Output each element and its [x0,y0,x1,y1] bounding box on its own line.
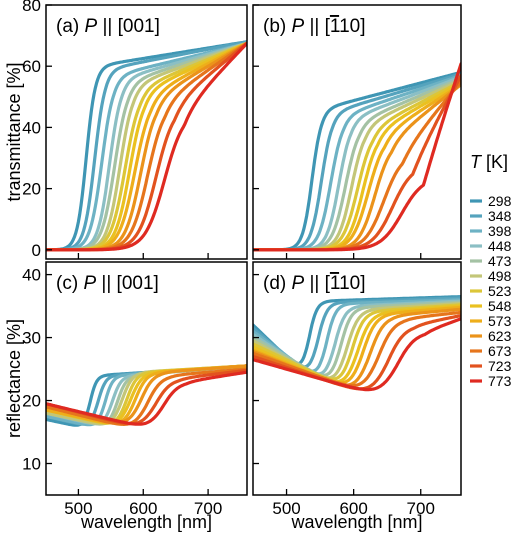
panel-frame-a [45,4,248,260]
x-tick-label-c-600: 600 [129,499,157,518]
series-line-b-773 [253,62,461,252]
panel-frame-b [252,4,462,260]
series-line-a-348 [46,40,247,252]
legend-label-673: 673 [488,343,512,359]
legend-label-623: 623 [488,328,512,344]
legend-label-773: 773 [488,373,512,389]
legend-label-448: 448 [488,238,512,254]
x-axis-title-d: wavelength [nm] [290,512,422,532]
panel-b: (b) P || [110] [252,4,462,260]
x-tick-label-c-700: 700 [194,499,222,518]
legend-label-298: 298 [488,193,512,209]
x-axis-title-c: wavelength [nm] [80,512,212,532]
legend-label-573: 573 [488,313,512,329]
legend-title-var: T [470,152,483,172]
panel-label-b: (b) P || [110] [263,16,366,37]
y-axis-title-a: transmittance [%] [4,62,24,201]
legend-title: T [K] [470,152,508,172]
panel-a: 0 20 40 60 80 (a) P || [001] transmittance [%] [4,0,248,260]
y-axis-title-c: reflectance [%] [4,319,24,438]
panels: 0 20 40 60 80 (a) P || [001] transmittance [%]… [4,0,462,532]
panel-frame-c [45,261,248,496]
legend-title-unit: [K] [481,152,508,172]
series-line-c-673 [46,367,247,426]
series-line-d-773 [253,317,461,392]
y-tick-label-a-40: 40 [22,118,41,137]
y-tick-label-a-60: 60 [22,57,41,76]
curves-a [46,40,247,252]
legend-label-348: 348 [488,208,512,224]
legend-label-523: 523 [488,283,512,299]
y-tick-label-c-40: 40 [22,266,41,285]
x-tick-label-d-500: 500 [272,499,300,518]
legend-label-548: 548 [488,298,512,314]
panel-c: 500 600 700 10 20 30 40 (c) P || [001] reflectan… [4,261,248,532]
legend-label-398: 398 [488,223,512,239]
series-line-d-673 [253,310,461,388]
y-tick-label-c-10: 10 [22,455,41,474]
curves-b [253,62,461,252]
x-tick-label-d-600: 600 [339,499,367,518]
panel-label-c: (c) P || [001] [56,273,159,294]
x-tick-label-d-700: 700 [407,499,435,518]
x-tick-label-c-500: 500 [64,499,92,518]
curves-d [253,295,461,392]
y-tick-label-c-20: 20 [22,392,41,411]
legend: T [K] 2983483984484734985235485736236737… [470,152,512,389]
curves-c [46,364,247,427]
panel-label-d: (d) P || [110] [263,273,366,294]
y-tick-label-a-0: 0 [32,241,41,260]
panel-d: 500 600 700 (d) P || [110] wavelength [nm] [252,261,462,532]
panel-frame-d [252,261,462,496]
y-tick-label-c-30: 30 [22,329,41,348]
legend-label-498: 498 [488,268,512,284]
panel-label-a: (a) P || [001] [56,16,160,37]
series-line-a-773 [46,41,247,252]
series-line-c-773 [46,370,247,426]
y-tick-label-a-80: 80 [22,0,41,15]
y-tick-label-a-20: 20 [22,180,41,199]
legend-label-473: 473 [488,253,512,269]
legend-label-723: 723 [488,358,512,374]
